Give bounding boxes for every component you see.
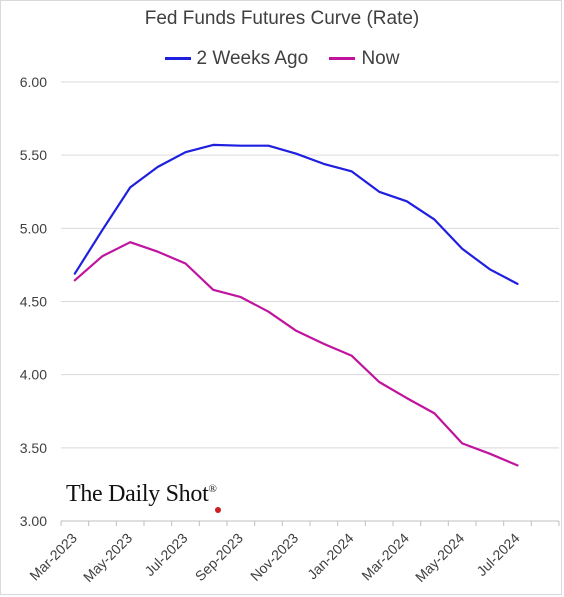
chart-legend: 2 Weeks Ago Now — [0, 44, 564, 70]
x-tick-label-Mar-2023: Mar-2023 — [26, 530, 80, 584]
x-tick-label-Jan-2024: Jan-2024 — [304, 530, 357, 583]
legend-label-now: Now — [361, 47, 400, 69]
series-line-now — [73, 241, 519, 467]
y-tick-label-5.50: 5.50 — [20, 147, 47, 163]
x-tick-label-Sep-2023: Sep-2023 — [192, 530, 246, 584]
daily-shot-logo: The Daily Shot® — [66, 481, 221, 513]
x-tick-label-May-2024: May-2024 — [412, 530, 467, 585]
legend-swatch-2-weeks-ago — [164, 57, 191, 60]
x-tick-label-Jul-2023: Jul-2023 — [141, 530, 190, 579]
series-line-2-weeks-ago — [73, 143, 519, 285]
y-tick-label-3.00: 3.00 — [20, 513, 47, 529]
legend-item-now: Now — [329, 48, 399, 70]
y-tick-label-6.00: 6.00 — [20, 74, 47, 90]
legend-item-2-weeks-ago: 2 Weeks Ago — [164, 47, 309, 70]
legend-swatch-now — [329, 57, 356, 60]
x-tick-label-May-2023: May-2023 — [80, 530, 135, 585]
x-tick-label-Nov-2023: Nov-2023 — [247, 530, 301, 584]
x-tick-label-Jul-2024: Jul-2024 — [473, 530, 522, 579]
y-tick-label-4.00: 4.00 — [20, 367, 47, 383]
y-tick-label-3.50: 3.50 — [20, 440, 47, 456]
chart-title: Fed Funds Futures Curve (Rate) — [144, 8, 420, 29]
logo-red-dot — [215, 507, 221, 513]
logo-registered-mark: ® — [208, 483, 217, 495]
y-tick-label-5.00: 5.00 — [20, 220, 47, 236]
x-tick-label-Mar-2024: Mar-2024 — [358, 530, 412, 584]
legend-label-2-weeks-ago: 2 Weeks Ago — [196, 47, 309, 69]
logo-text: The Daily Shot — [66, 481, 209, 507]
y-tick-label-4.50: 4.50 — [20, 294, 47, 310]
